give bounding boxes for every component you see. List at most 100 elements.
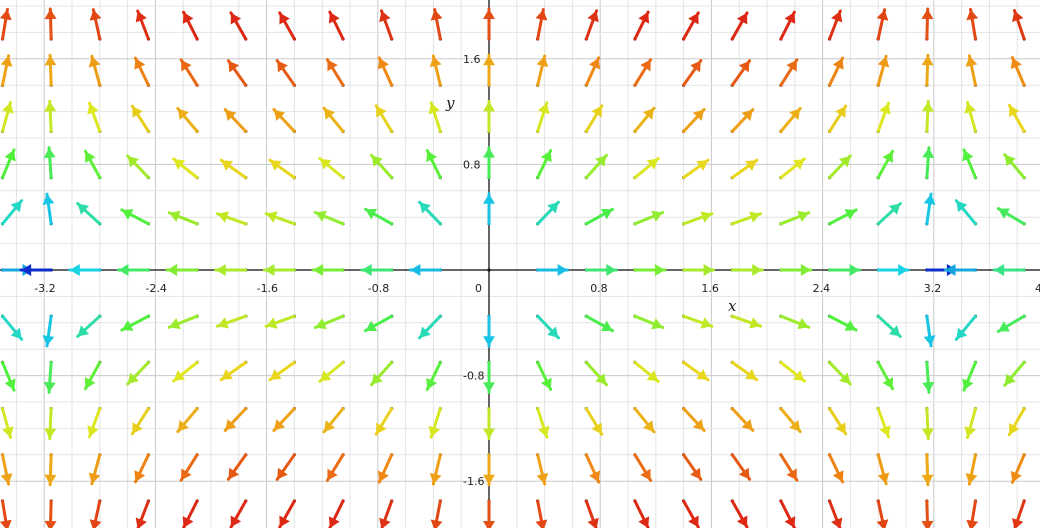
vector-arrow [44,7,57,41]
vector-arrow [828,104,848,133]
vector-arrow [179,453,199,482]
vector-arrow [682,360,710,382]
field-point [487,268,491,272]
vector-arrow [828,208,858,226]
vector-arrow [633,453,653,482]
vector-arrow [828,314,858,332]
vector-arrow [730,108,755,133]
vector-arrow [264,211,296,226]
vector-arrow [272,107,296,133]
vector-arrow [682,107,706,133]
vector-arrow [730,453,752,481]
vector-arrow [633,499,650,528]
vector-arrow [682,11,700,41]
vector-arrow [167,314,199,330]
vector-arrow [633,264,667,276]
vector-arrow [483,53,495,87]
vector-arrow [483,360,495,394]
vector-arrow [325,453,345,482]
vector-arrow [633,360,660,383]
vector-arrows [0,7,1026,528]
vector-arrow [922,360,935,394]
vector-arrow [311,264,345,276]
vector-arrow [425,360,442,391]
y-tick-label: -0.8 [463,370,484,383]
vector-arrow [1,148,16,180]
vector-arrow [633,157,660,180]
vector-arrow [176,407,199,434]
vector-arrow [83,360,102,391]
vector-arrow [730,158,759,180]
vector-arrow [876,407,891,439]
vector-arrow [876,453,890,486]
vector-arrow [535,8,548,41]
vector-arrow [430,8,443,41]
vector-arrow [730,499,749,528]
vector-arrow [126,360,150,386]
vector-arrow [536,200,560,226]
vector-arrow [996,207,1026,226]
vector-arrow [313,314,345,330]
vector-arrow [633,314,665,330]
vector-arrow [370,153,394,180]
vector-arrow [229,499,248,528]
vector-arrow [76,202,102,226]
vector-arrow [962,360,977,392]
vector-arrow [584,207,615,226]
vector-arrow [779,407,802,434]
vector-arrow [135,9,150,41]
vector-arrow [483,407,495,441]
vector-arrow [730,11,749,41]
vector-arrow [779,210,811,226]
vector-arrow [944,264,977,276]
vector-arrow [584,407,604,436]
vector-arrow [44,499,57,528]
vector-arrow [120,208,150,226]
vector-arrow [954,199,977,226]
vector-arrow [876,8,889,41]
vector-arrow [633,106,656,133]
vector-arrow [219,158,248,180]
vector-arrow [328,499,345,528]
y-tick-label: 1.6 [463,53,481,66]
vector-arrow [828,453,845,484]
vector-arrow [19,264,53,276]
vector-arrow [88,453,102,486]
x-tick-label: -0.8 [368,282,389,295]
vector-arrow [966,499,979,528]
vector-arrow [226,59,248,87]
vector-arrow [88,54,102,87]
vector-arrow [682,158,710,180]
vector-arrow [876,101,891,133]
vector-arrow [43,360,56,394]
vector-arrow [1,100,14,133]
vector-arrow [828,407,848,436]
x-tick-label: -1.6 [257,282,278,295]
vector-arrow [730,407,755,432]
vector-arrow [876,202,902,226]
vector-arrow [483,453,495,487]
vector-arrow [682,211,714,226]
vector-arrow [408,264,442,276]
vector-arrow [682,59,703,87]
vector-arrow [633,58,653,87]
vector-arrow [964,407,977,440]
vector-arrow [584,153,608,180]
vector-arrow [828,499,843,528]
vector-arrow [921,99,934,133]
vector-arrow [921,453,934,487]
vector-arrow [779,499,796,528]
vector-arrow [379,499,394,528]
vector-arrow [1,360,16,392]
vector-arrow [535,499,548,528]
vector-arrow [165,264,199,276]
vector-arrow [828,9,843,41]
vector-arrow [996,314,1026,333]
vector-arrow [584,104,604,133]
vector-arrow [584,264,618,276]
vector-arrow [215,314,248,329]
vector-arrow [536,453,549,486]
vector-arrow [425,149,442,180]
y-tick-label: 0.8 [463,158,481,171]
vector-arrow [828,264,862,276]
